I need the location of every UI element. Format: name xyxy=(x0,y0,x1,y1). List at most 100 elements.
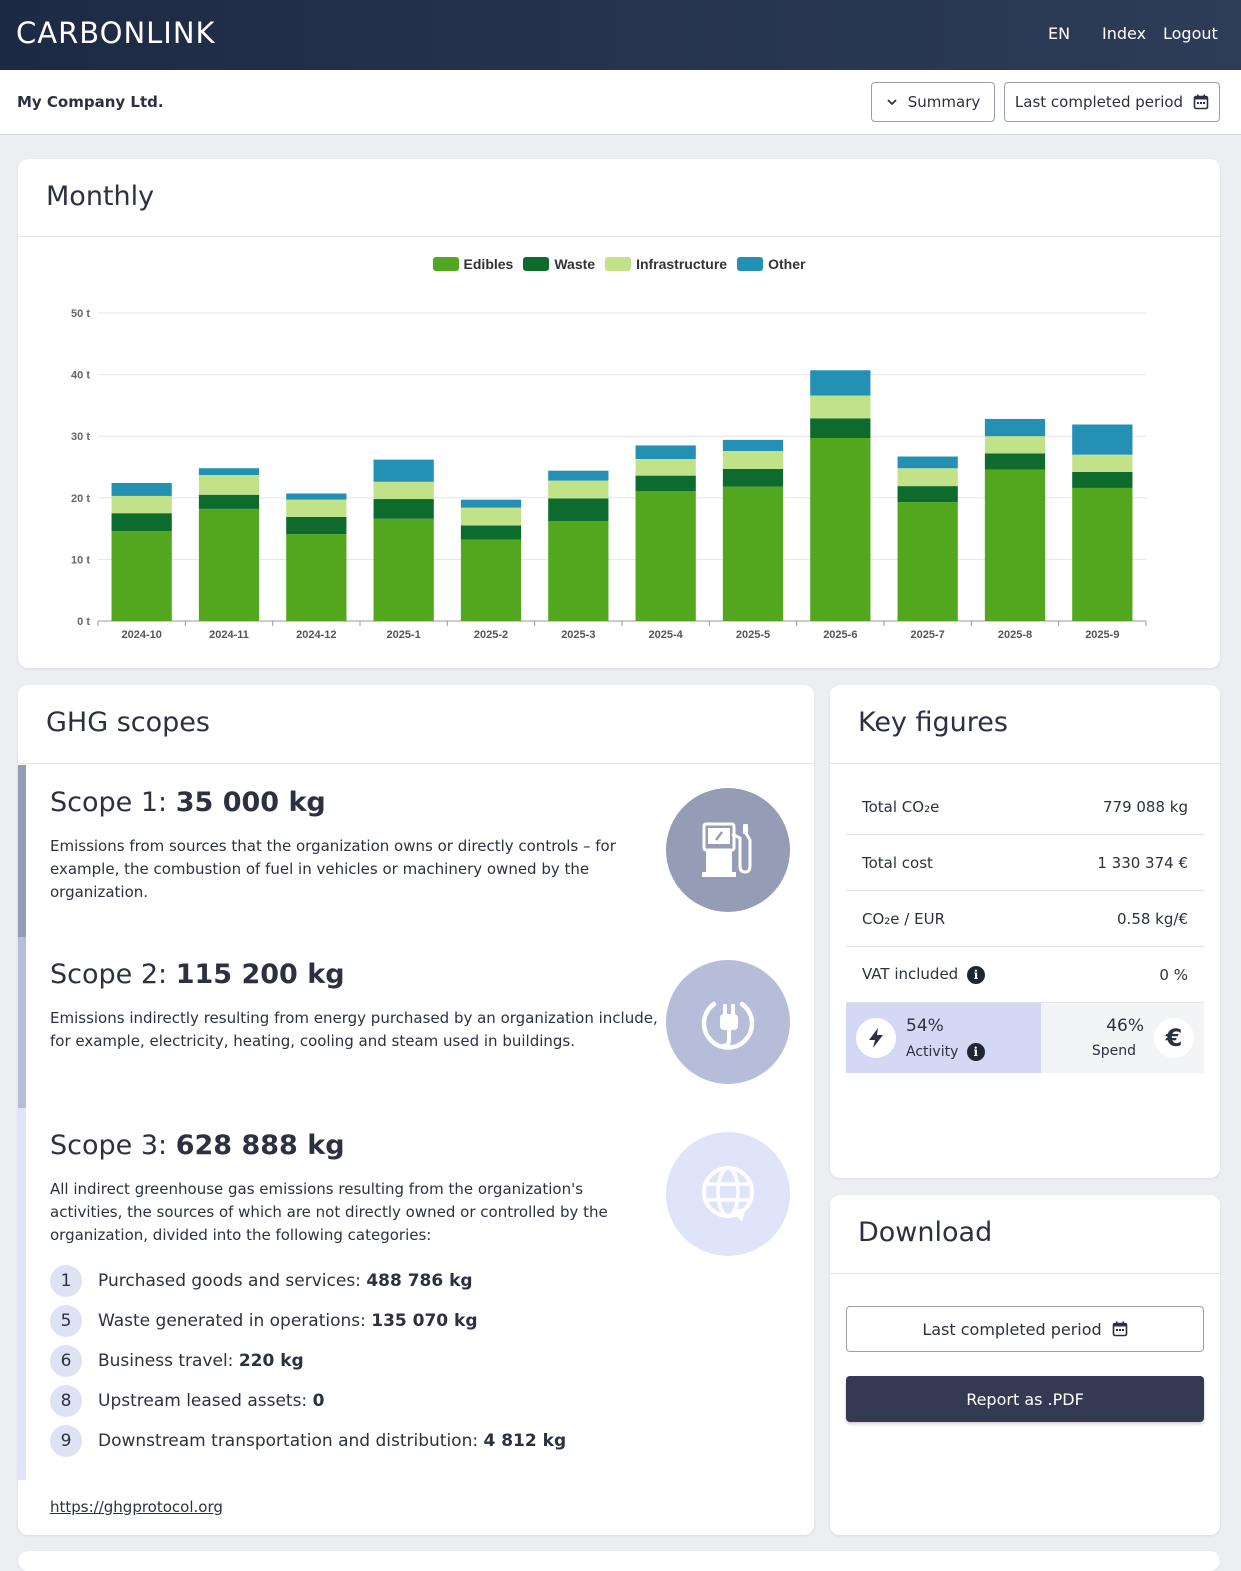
bar-segment-edibles[interactable] xyxy=(1072,487,1133,621)
bar-segment-infrastructure[interactable] xyxy=(111,495,172,514)
bar-segment-edibles[interactable] xyxy=(984,469,1046,621)
bar-segment-other[interactable] xyxy=(198,468,260,476)
download-period-button[interactable]: Last completed period xyxy=(846,1306,1204,1352)
ghg-protocol-link[interactable]: https://ghgprotocol.org xyxy=(50,1498,223,1516)
bar-segment-waste[interactable] xyxy=(111,513,172,532)
calendar-icon xyxy=(1193,94,1209,110)
bar-segment-infrastructure[interactable] xyxy=(984,436,1046,454)
bar-segment-other[interactable] xyxy=(1072,424,1133,455)
bar-segment-edibles[interactable] xyxy=(373,518,434,621)
bar-segment-edibles[interactable] xyxy=(810,438,871,621)
scope-2-description: Emissions indirectly resulting from ener… xyxy=(50,1009,658,1050)
legend-item-edibles[interactable]: Edibles xyxy=(432,256,513,272)
logout-link[interactable]: Logout xyxy=(1163,24,1218,43)
download-card: Download Last completed period Report as… xyxy=(830,1195,1220,1535)
bar-segment-edibles[interactable] xyxy=(548,521,609,621)
card-divider xyxy=(18,763,814,764)
bar-segment-other[interactable] xyxy=(897,456,958,469)
bar-segment-infrastructure[interactable] xyxy=(286,499,347,517)
x-tick-label: 2024-12 xyxy=(296,629,336,641)
chart-legend: Edibles Waste Infrastructure Other xyxy=(18,256,1220,272)
bar-segment-edibles[interactable] xyxy=(460,539,522,621)
bar-segment-edibles[interactable] xyxy=(286,534,347,621)
y-tick-label: 30 t xyxy=(71,431,90,443)
x-tick-label: 2025-5 xyxy=(736,629,770,641)
bar-segment-other[interactable] xyxy=(984,418,1046,437)
chevron-down-icon xyxy=(887,99,897,106)
activity-label-wrap: Activity i xyxy=(906,1043,985,1061)
brand-logo[interactable]: CARBONLINK xyxy=(16,16,216,50)
period-select-label: Last completed period xyxy=(1014,93,1184,111)
card-divider xyxy=(830,1273,1220,1274)
ghg-scopes-card: GHG scopes Scope 1: 35 000 kg Emissions … xyxy=(18,685,814,1535)
bar-segment-other[interactable] xyxy=(286,493,347,500)
bar-segment-edibles[interactable] xyxy=(897,502,958,621)
category-value: 135 070 kg xyxy=(371,1311,478,1331)
legend-item-infrastructure[interactable]: Infrastructure xyxy=(605,256,727,272)
language-selector[interactable]: EN xyxy=(1048,24,1071,43)
bar-segment-infrastructure[interactable] xyxy=(635,458,696,476)
bar-segment-other[interactable] xyxy=(722,439,784,451)
report-pdf-button[interactable]: Report as .PDF xyxy=(846,1376,1204,1422)
info-icon[interactable]: i xyxy=(966,965,985,984)
bar-segment-infrastructure[interactable] xyxy=(722,450,784,469)
period-select-button[interactable]: Last completed period xyxy=(1004,82,1220,122)
legend-swatch xyxy=(605,257,632,271)
bar-segment-infrastructure[interactable] xyxy=(460,507,522,526)
x-tick-label: 2025-4 xyxy=(649,629,684,641)
bar-segment-waste[interactable] xyxy=(897,486,958,503)
category-number-badge: 5 xyxy=(50,1305,82,1337)
scope-2-section: Scope 2: 115 200 kg Emissions indirectly… xyxy=(18,937,814,1108)
bar-segment-other[interactable] xyxy=(810,370,871,396)
card-divider xyxy=(830,763,1220,764)
bar-segment-other[interactable] xyxy=(111,483,172,496)
bar-segment-waste[interactable] xyxy=(810,418,871,439)
scope-3-bar xyxy=(18,1108,26,1480)
bar-segment-infrastructure[interactable] xyxy=(1072,454,1133,472)
bar-segment-infrastructure[interactable] xyxy=(897,468,958,487)
bar-segment-waste[interactable] xyxy=(286,516,347,535)
info-icon[interactable]: i xyxy=(966,1043,985,1061)
scope-3-category-row: 6 Business travel: 220 kg xyxy=(50,1345,304,1377)
bar-segment-waste[interactable] xyxy=(548,498,609,522)
key-figures-title: Key figures xyxy=(858,707,1008,738)
bar-segment-edibles[interactable] xyxy=(111,531,172,621)
bar-segment-waste[interactable] xyxy=(635,475,696,492)
bar-segment-waste[interactable] xyxy=(460,525,522,540)
legend-item-other[interactable]: Other xyxy=(737,256,805,272)
legend-swatch xyxy=(523,257,550,271)
bar-segment-other[interactable] xyxy=(373,459,434,482)
scope-1-title: Scope 1: 35 000 kg xyxy=(50,787,326,818)
bar-segment-waste[interactable] xyxy=(198,494,260,509)
bar-segment-infrastructure[interactable] xyxy=(198,475,260,495)
bar-segment-infrastructure[interactable] xyxy=(373,481,434,500)
key-figure-value: 0 % xyxy=(1159,965,1188,984)
key-figure-row-co2e-per-eur: CO₂e / EUR 0.58 kg/€ xyxy=(846,891,1204,947)
legend-label: Infrastructure xyxy=(636,256,728,272)
bar-segment-other[interactable] xyxy=(548,470,609,481)
bar-segment-edibles[interactable] xyxy=(722,486,784,621)
category-number-badge: 8 xyxy=(50,1385,82,1417)
bar-segment-other[interactable] xyxy=(635,445,696,459)
legend-item-waste[interactable]: Waste xyxy=(523,256,595,272)
lightning-bolt-icon xyxy=(869,1028,883,1048)
bar-segment-waste[interactable] xyxy=(984,453,1046,470)
bar-segment-other[interactable] xyxy=(460,499,522,508)
category-number-badge: 9 xyxy=(50,1425,82,1457)
bar-segment-waste[interactable] xyxy=(373,499,434,519)
bar-segment-edibles[interactable] xyxy=(198,508,260,621)
bar-segment-infrastructure[interactable] xyxy=(810,395,871,419)
y-tick-label: 20 t xyxy=(71,493,90,505)
bar-segment-waste[interactable] xyxy=(1072,471,1133,488)
bar-segment-edibles[interactable] xyxy=(635,491,696,621)
fuel-pump-icon xyxy=(702,822,752,877)
category-label: Downstream transportation and distributi… xyxy=(98,1431,479,1451)
view-select-button[interactable]: Summary xyxy=(871,82,995,122)
euro-icon: € xyxy=(1154,1018,1194,1058)
index-link[interactable]: Index xyxy=(1102,24,1147,43)
category-value: 488 786 kg xyxy=(366,1271,473,1291)
bar-segment-infrastructure[interactable] xyxy=(548,480,609,499)
monthly-title: Monthly xyxy=(46,181,155,212)
legend-swatch xyxy=(737,257,764,271)
bar-segment-waste[interactable] xyxy=(722,468,784,487)
